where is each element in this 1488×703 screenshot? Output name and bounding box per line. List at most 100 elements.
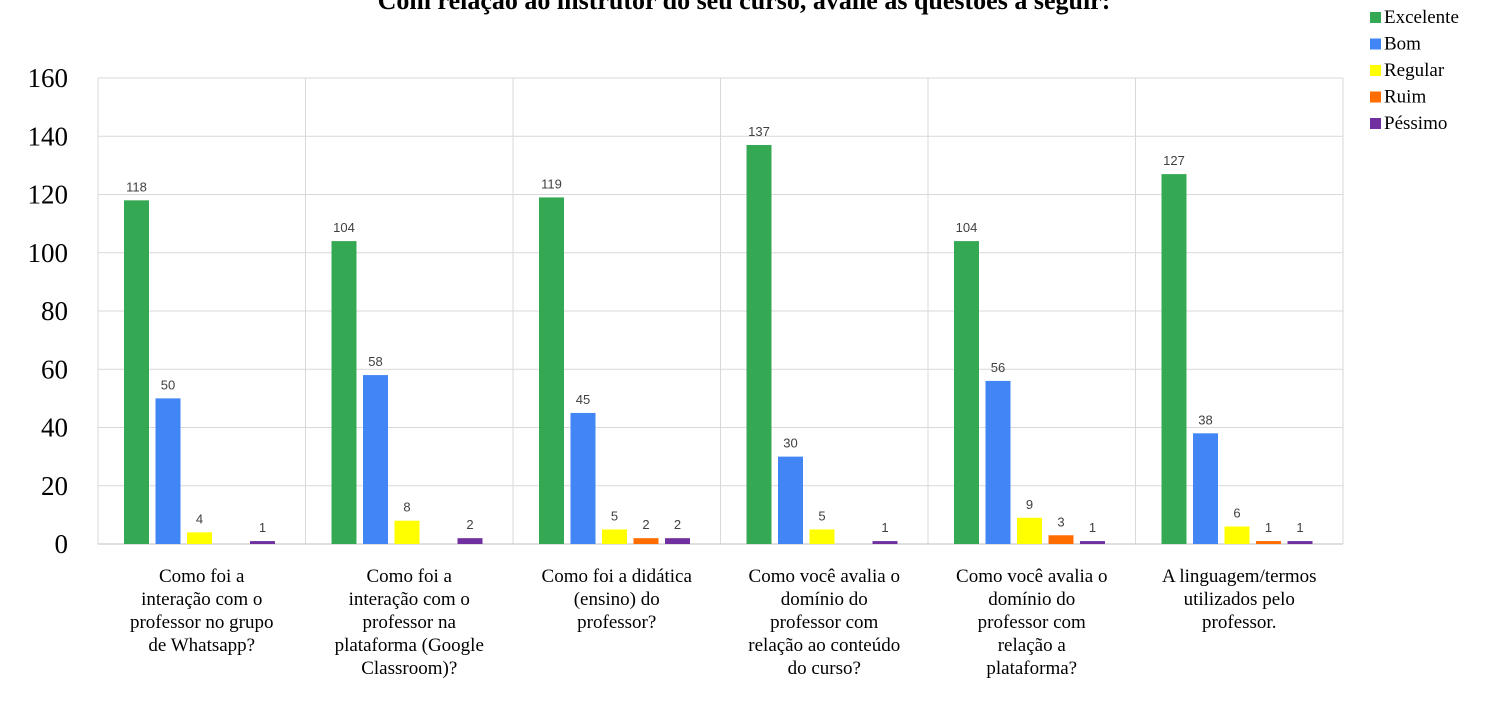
data-label: 1 bbox=[1296, 520, 1303, 535]
x-tick-label-line: Como foi a bbox=[367, 566, 453, 587]
legend-swatch bbox=[1370, 12, 1381, 23]
bar bbox=[985, 380, 1011, 544]
data-label: 2 bbox=[642, 517, 649, 532]
legend-label: Regular bbox=[1384, 60, 1445, 81]
bar bbox=[1193, 433, 1218, 544]
bar bbox=[1048, 535, 1074, 544]
data-label: 118 bbox=[126, 179, 147, 194]
data-label: 127 bbox=[1163, 153, 1185, 168]
x-tick-label-line: interação com o bbox=[349, 589, 470, 610]
data-label: 8 bbox=[403, 500, 410, 515]
x-tick-label-line: professor com bbox=[770, 612, 878, 633]
data-label: 1 bbox=[1089, 520, 1096, 535]
x-tick-label-line: professor na bbox=[363, 612, 457, 633]
x-tick-label: Como foi a interação com o professor no gr… bbox=[130, 566, 274, 656]
data-label: 30 bbox=[783, 436, 797, 451]
data-label: 119 bbox=[541, 176, 562, 191]
x-tick-label-line: Como você avalia o bbox=[749, 566, 900, 587]
x-tick-label: Como foi a didática (ensino) do professor? bbox=[542, 566, 693, 633]
chart-title: Com relação ao instrutor do seu curso, a… bbox=[377, 0, 1111, 15]
x-tick-label-line: (ensino) do bbox=[574, 589, 660, 610]
x-tick-label-line: domínio do bbox=[781, 589, 868, 610]
data-label: 56 bbox=[991, 360, 1005, 375]
legend-label: Ruim bbox=[1384, 87, 1426, 108]
bar bbox=[1224, 526, 1250, 544]
bar bbox=[809, 529, 835, 544]
legend-swatch bbox=[1370, 91, 1381, 103]
bar bbox=[1287, 541, 1313, 544]
y-tick-label: 160 bbox=[28, 63, 69, 93]
data-label: 45 bbox=[576, 392, 590, 407]
data-label: 50 bbox=[161, 377, 175, 392]
y-tick-label: 40 bbox=[41, 413, 68, 443]
bar bbox=[602, 529, 627, 544]
bar bbox=[394, 520, 420, 544]
x-tick-label-line: Classroom)? bbox=[361, 658, 457, 679]
bar bbox=[778, 456, 803, 544]
x-tick-label-line: plataforma (Google bbox=[335, 635, 484, 656]
bar bbox=[155, 398, 181, 544]
bar bbox=[665, 538, 690, 544]
x-tick-label-line: A linguagem/termos bbox=[1162, 566, 1317, 587]
data-label: 3 bbox=[1057, 514, 1064, 529]
data-label: 38 bbox=[1198, 412, 1212, 427]
x-tick-label: A linguagem/termos utilizados pelo profess… bbox=[1162, 566, 1317, 633]
bar bbox=[746, 144, 772, 545]
x-tick-label-line: professor? bbox=[577, 612, 656, 633]
bar bbox=[570, 412, 596, 544]
bar bbox=[872, 541, 898, 544]
x-tick-label-line: professor. bbox=[1202, 612, 1276, 633]
data-label: 6 bbox=[1233, 506, 1240, 521]
bar bbox=[124, 200, 149, 544]
y-tick-label: 120 bbox=[28, 180, 69, 210]
x-tick-label-line: Como foi a didática bbox=[542, 566, 693, 587]
x-tick-label-line: utilizados pelo bbox=[1184, 589, 1295, 610]
y-tick-label: 100 bbox=[28, 238, 69, 268]
bar bbox=[633, 538, 659, 544]
data-label: 4 bbox=[196, 511, 203, 526]
bar bbox=[1161, 174, 1187, 545]
x-tick-label: Como você avalia o domínio do professor co… bbox=[956, 566, 1107, 679]
bar bbox=[1017, 517, 1042, 544]
bar bbox=[1256, 541, 1281, 544]
x-tick-label-line: professor no grupo bbox=[130, 612, 274, 633]
x-tick-label-line: relação ao conteúdo bbox=[748, 635, 900, 656]
data-label: 2 bbox=[466, 517, 473, 532]
x-tick-label: Como você avalia o domínio do professor co… bbox=[748, 566, 900, 679]
data-label: 1 bbox=[259, 520, 266, 535]
x-tick-label-line: relação a bbox=[998, 635, 1067, 656]
bar bbox=[1080, 541, 1105, 544]
y-tick-label: 20 bbox=[41, 471, 68, 501]
data-label: 5 bbox=[611, 508, 618, 523]
x-tick-label-line: de Whatsapp? bbox=[148, 635, 255, 656]
bar bbox=[457, 538, 483, 544]
y-tick-label: 80 bbox=[41, 296, 68, 326]
legend-swatch bbox=[1370, 38, 1381, 50]
data-label: 104 bbox=[956, 220, 978, 235]
data-label: 104 bbox=[333, 220, 355, 235]
data-label: 1 bbox=[881, 520, 888, 535]
x-tick-label-line: plataforma? bbox=[986, 658, 1077, 679]
y-tick-label: 60 bbox=[41, 354, 68, 384]
data-label: 5 bbox=[818, 508, 825, 523]
data-label: 2 bbox=[674, 517, 681, 532]
bar bbox=[539, 197, 564, 544]
x-tick-label-line: Como você avalia o bbox=[956, 566, 1107, 587]
x-tick-label-line: professor com bbox=[978, 612, 1086, 633]
legend-swatch bbox=[1370, 65, 1381, 76]
data-label: 137 bbox=[748, 124, 770, 139]
legend-swatch bbox=[1370, 118, 1381, 129]
legend-label: Bom bbox=[1384, 34, 1421, 55]
x-tick-label-line: do curso? bbox=[788, 658, 861, 679]
bar bbox=[363, 375, 388, 544]
bar bbox=[331, 241, 357, 544]
bar bbox=[187, 532, 212, 544]
x-tick-label-line: domínio do bbox=[988, 589, 1075, 610]
data-label: 9 bbox=[1026, 497, 1033, 512]
data-label: 58 bbox=[368, 354, 382, 369]
legend-label: Péssimo bbox=[1384, 113, 1447, 134]
bar bbox=[250, 541, 275, 544]
legend-label: Excelente bbox=[1384, 7, 1459, 28]
x-tick-label-line: interação com o bbox=[141, 589, 262, 610]
